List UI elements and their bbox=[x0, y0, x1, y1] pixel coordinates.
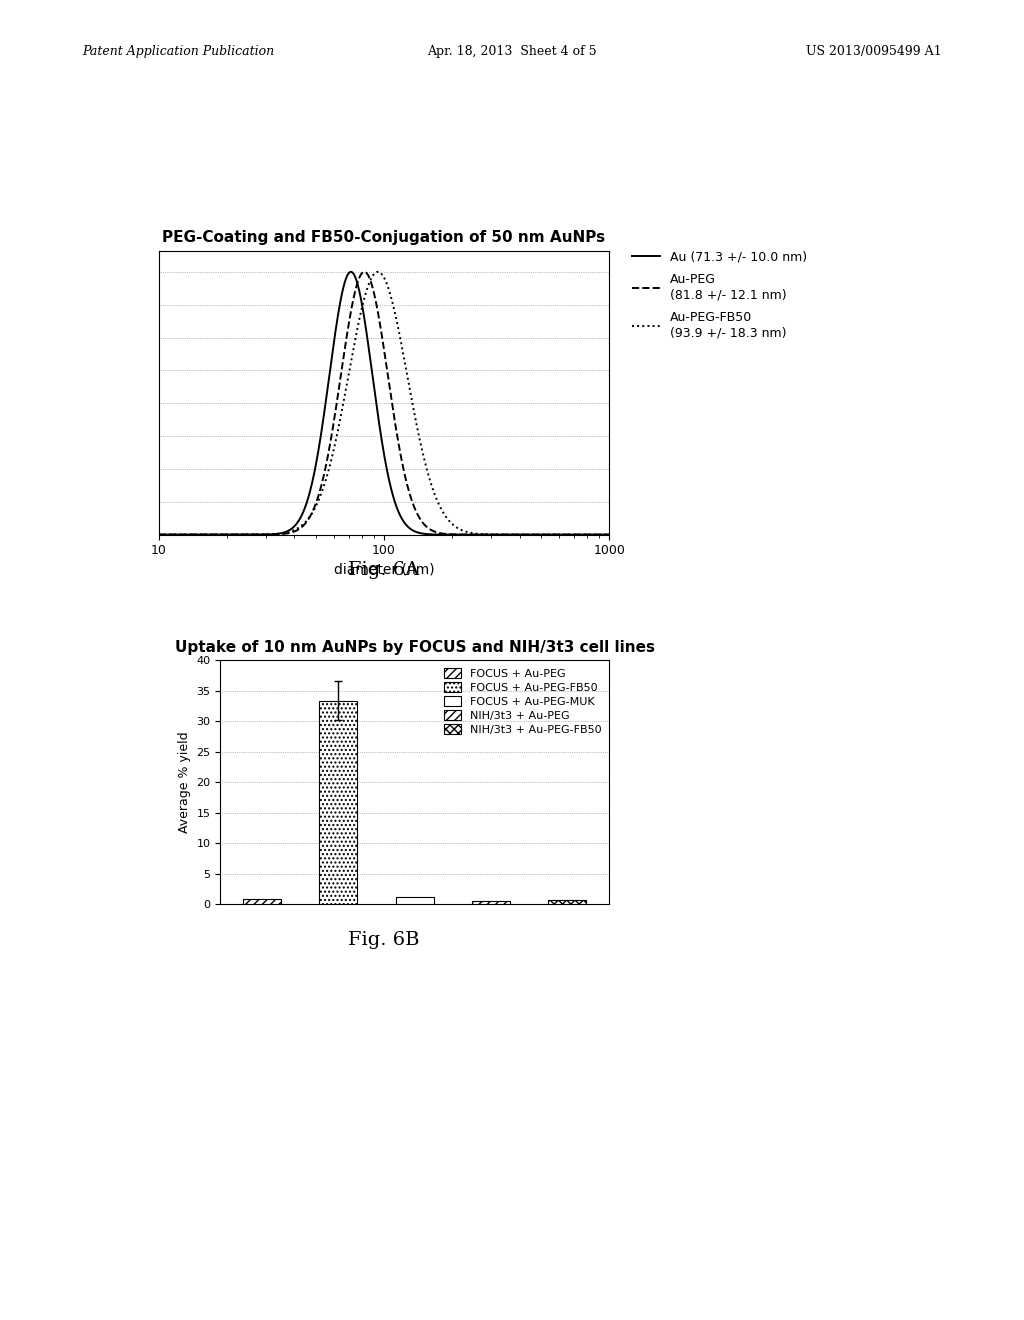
Y-axis label: Average % yield: Average % yield bbox=[178, 731, 190, 833]
Text: Apr. 18, 2013  Sheet 4 of 5: Apr. 18, 2013 Sheet 4 of 5 bbox=[427, 45, 597, 58]
Bar bbox=[243, 899, 282, 904]
Title: Uptake of 10 nm AuNPs by FOCUS and NIH/3t3 cell lines: Uptake of 10 nm AuNPs by FOCUS and NIH/3… bbox=[175, 640, 654, 655]
Bar bbox=[395, 898, 434, 904]
Bar bbox=[548, 900, 587, 904]
Bar bbox=[472, 900, 510, 904]
Text: Fig. 6A: Fig. 6A bbox=[348, 561, 420, 579]
Text: Patent Application Publication: Patent Application Publication bbox=[82, 45, 274, 58]
Legend: FOCUS + Au-PEG, FOCUS + Au-PEG-FB50, FOCUS + Au-PEG-MUK, NIH/3t3 + Au-PEG, NIH/3: FOCUS + Au-PEG, FOCUS + Au-PEG-FB50, FOC… bbox=[440, 664, 606, 739]
Text: Fig. 6B: Fig. 6B bbox=[348, 931, 420, 949]
Bar bbox=[319, 701, 357, 904]
Legend: Au (71.3 +/- 10.0 nm), Au-PEG
(81.8 +/- 12.1 nm), Au-PEG-FB50
(93.9 +/- 18.3 nm): Au (71.3 +/- 10.0 nm), Au-PEG (81.8 +/- … bbox=[628, 246, 812, 345]
X-axis label: diameter (nm): diameter (nm) bbox=[334, 562, 434, 577]
Title: PEG-Coating and FB50-Conjugation of 50 nm AuNPs: PEG-Coating and FB50-Conjugation of 50 n… bbox=[163, 231, 605, 246]
Text: US 2013/0095499 A1: US 2013/0095499 A1 bbox=[807, 45, 942, 58]
